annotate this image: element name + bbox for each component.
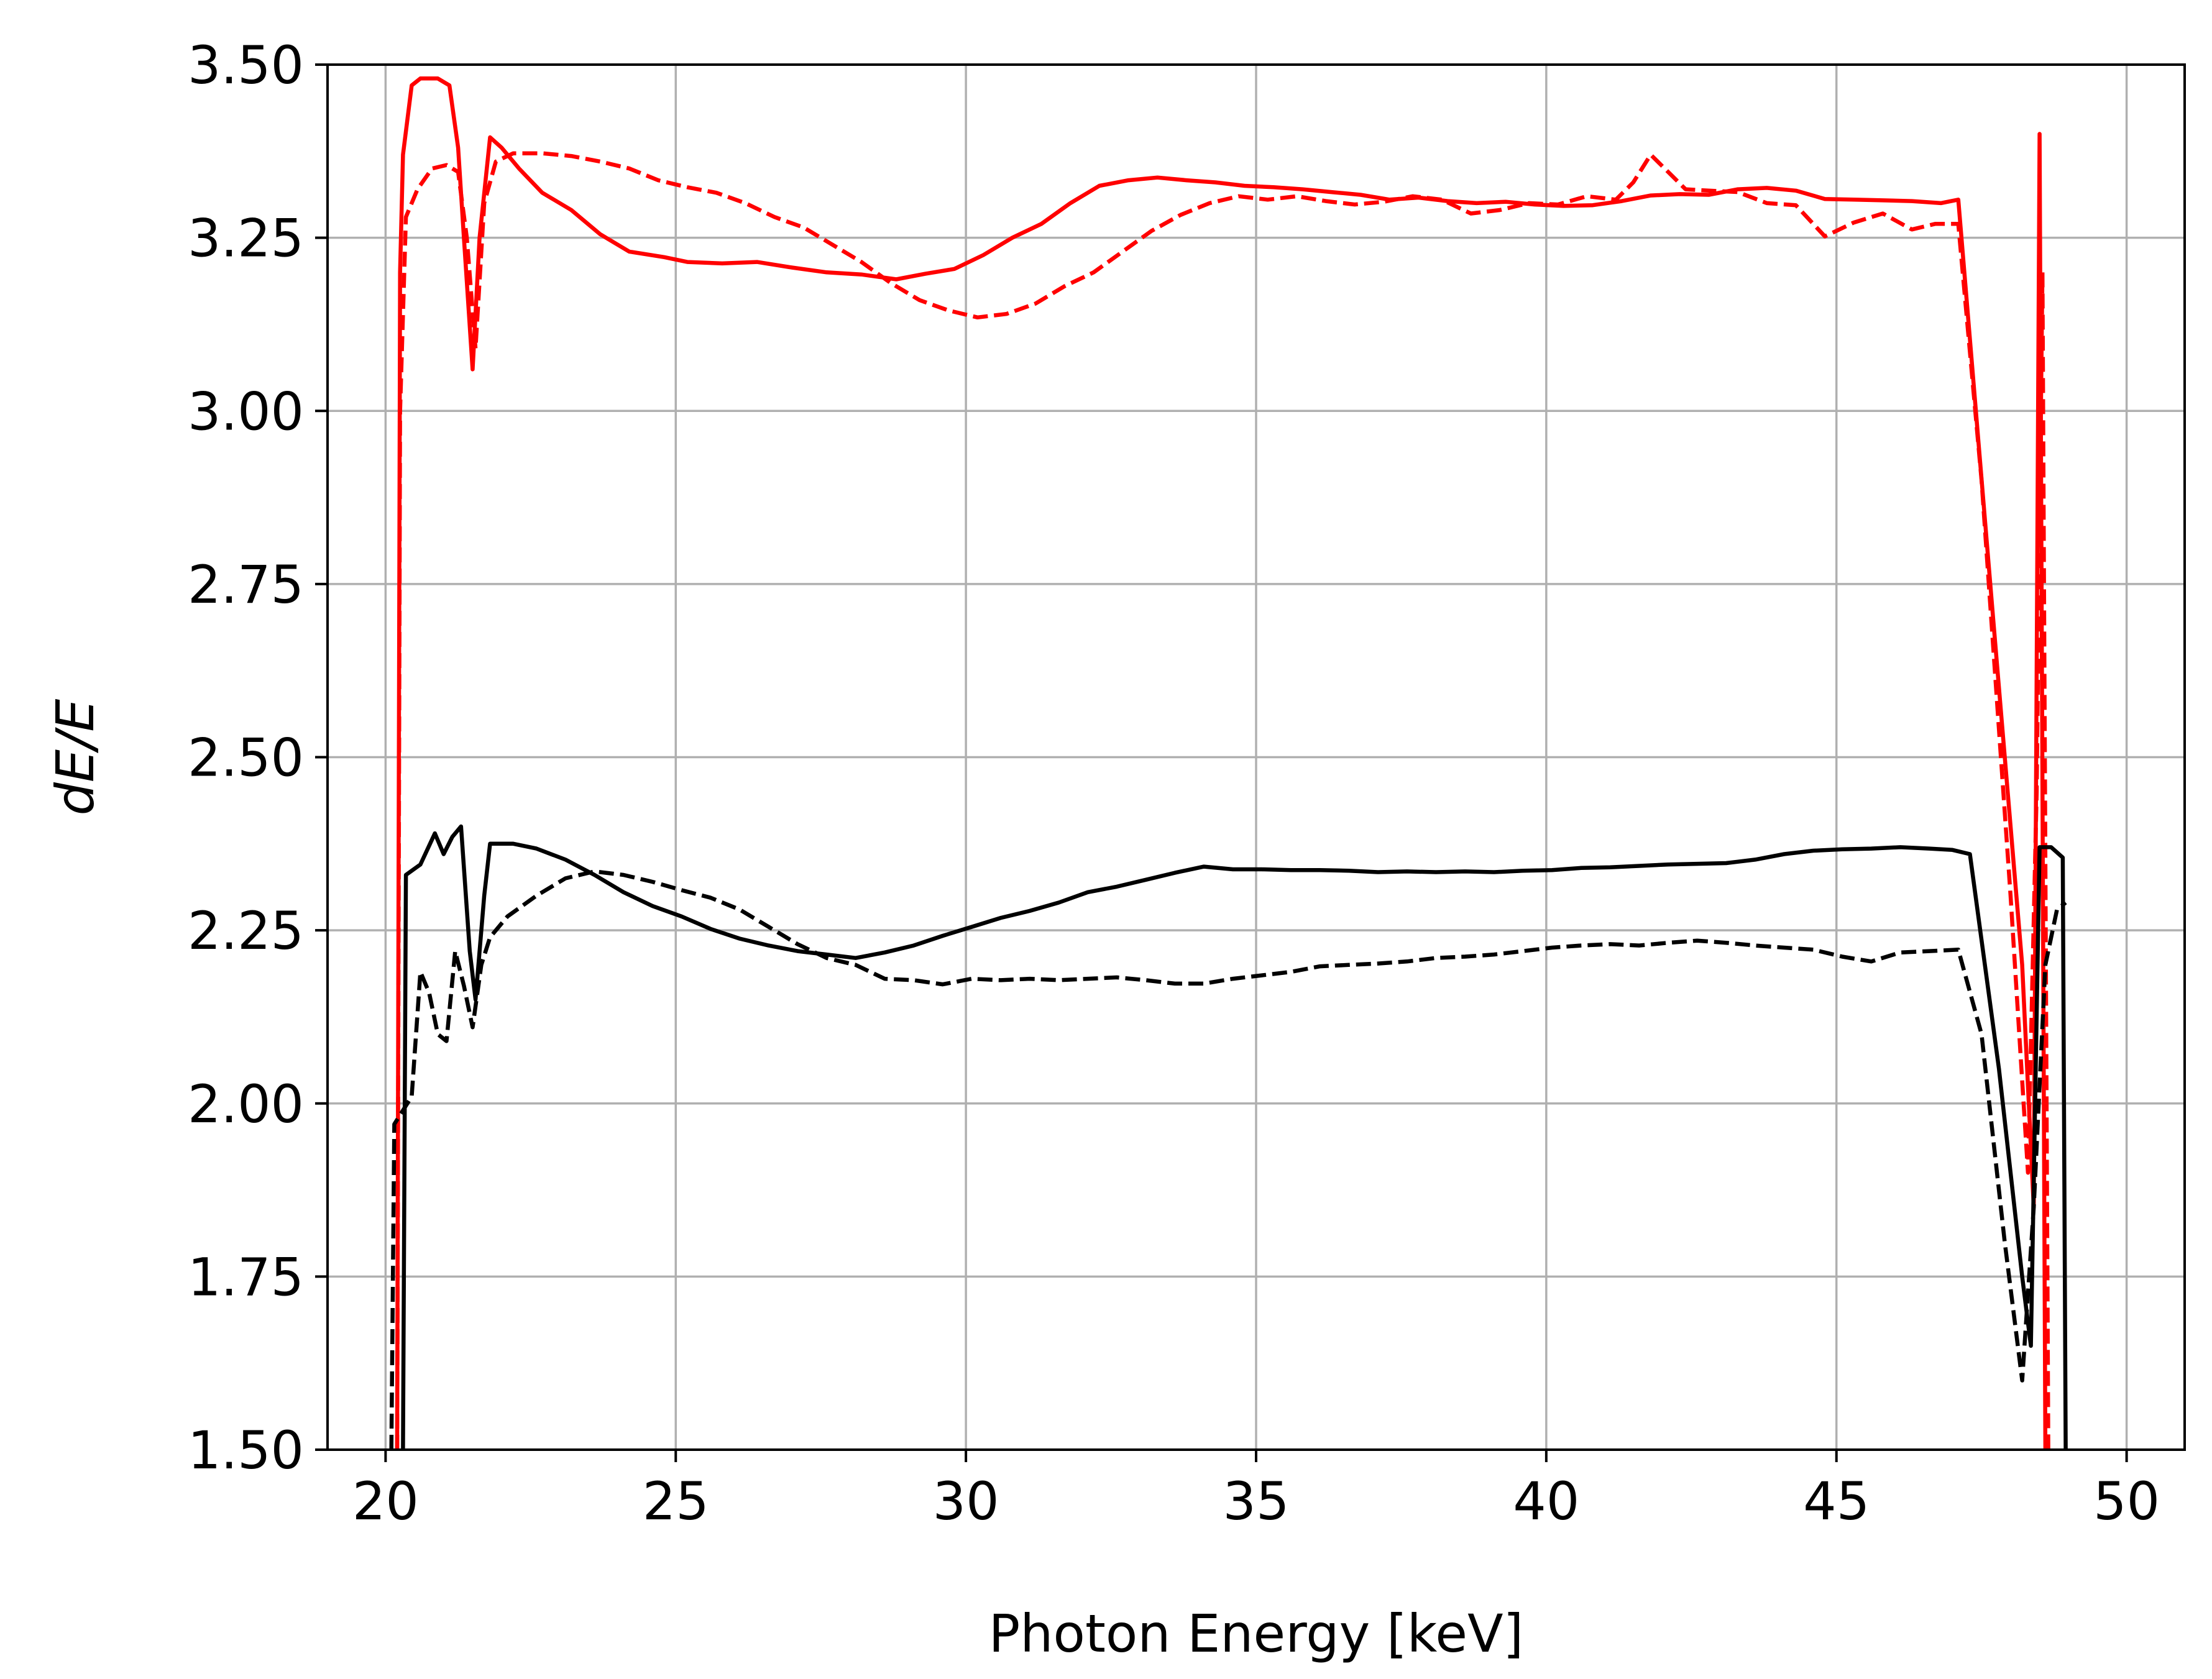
y-tick-label: 2.25 [188, 900, 304, 961]
series-lines [389, 76, 2068, 1450]
tick-labels: 20 25 30 35 40 45 50 1.50 1.75 2.00 2.25 2.50 2.75 3.… [188, 35, 2160, 1532]
y-tick-label: 2.50 [188, 728, 304, 789]
series-line-4 [389, 869, 2067, 1450]
series-line-3 [401, 824, 2068, 1450]
y-tick-label: 3.25 [188, 208, 304, 269]
y-axis-title: dE/E [45, 699, 106, 816]
x-tick-label: 45 [1803, 1471, 1870, 1532]
x-tick-label: 25 [643, 1471, 709, 1532]
x-tick-label: 35 [1223, 1471, 1290, 1532]
x-tick-label: 20 [352, 1471, 419, 1532]
series-line-1 [395, 76, 2048, 1450]
y-tick-label: 2.00 [188, 1074, 304, 1135]
series-line-2 [395, 151, 2050, 1450]
x-tick-label: 30 [933, 1471, 999, 1532]
gridlines [328, 63, 2185, 1451]
x-tick-label: 40 [1513, 1471, 1579, 1532]
y-tick-label: 1.50 [188, 1420, 304, 1481]
x-tick-label: 50 [2093, 1471, 2160, 1532]
y-tick-label: 3.50 [188, 35, 304, 96]
y-tick-label: 1.75 [188, 1247, 304, 1307]
y-tick-label: 3.00 [188, 381, 304, 442]
x-axis-title: Photon Energy [keV] [989, 1603, 1524, 1664]
axis-ticks [315, 63, 2128, 1462]
y-tick-label: 2.75 [188, 554, 304, 615]
